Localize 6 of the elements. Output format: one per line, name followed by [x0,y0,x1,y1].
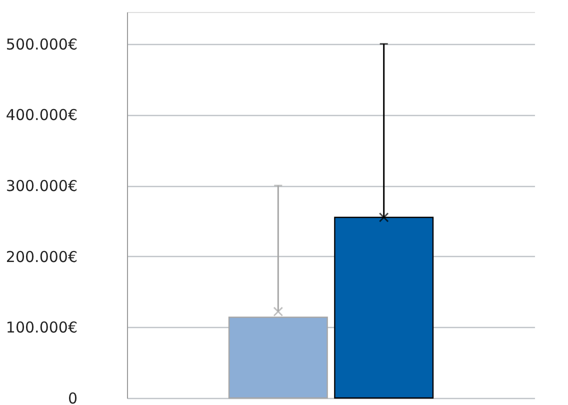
y-tick-label: 100.000€ [6,318,78,337]
y-tick-label: 500.000€ [6,35,78,54]
y-tick-label: 400.000€ [6,106,78,124]
y-tick-label: 0 [68,390,78,405]
y-tick-label: 200.000€ [6,248,78,266]
y-tick-label: 300.000€ [6,177,78,196]
